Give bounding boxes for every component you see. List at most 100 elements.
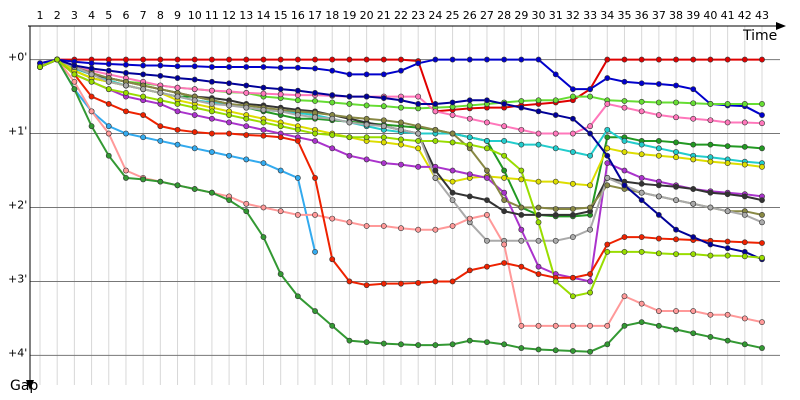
data-point <box>655 182 662 189</box>
data-point <box>552 278 559 285</box>
data-point <box>449 139 456 146</box>
x-tick-label: 3 <box>71 9 78 22</box>
data-point <box>380 117 387 124</box>
data-point <box>655 56 662 63</box>
data-point <box>449 341 456 348</box>
data-point <box>570 348 576 354</box>
data-point <box>638 56 645 63</box>
data-point <box>380 56 387 63</box>
data-point <box>638 175 645 181</box>
data-point <box>690 141 697 148</box>
data-point <box>363 121 370 128</box>
x-tick-label: 19 <box>342 9 356 22</box>
data-point <box>277 108 284 115</box>
data-point <box>655 138 662 144</box>
data-point <box>380 280 387 287</box>
data-point <box>707 141 714 148</box>
x-tick-label: 31 <box>549 9 563 22</box>
data-point <box>191 97 198 104</box>
data-point <box>673 183 679 190</box>
data-point <box>312 65 318 72</box>
data-point <box>552 178 559 185</box>
data-point <box>105 152 112 159</box>
data-point <box>174 101 181 107</box>
x-tick-label: 33 <box>583 9 597 22</box>
data-point <box>707 56 714 63</box>
data-point <box>174 75 181 81</box>
data-point <box>346 219 353 226</box>
x-axis-title: Time <box>742 28 777 44</box>
data-point <box>518 211 525 218</box>
x-tick-label: 12 <box>222 9 236 22</box>
data-point <box>329 322 336 329</box>
data-point <box>638 108 645 115</box>
data-point <box>466 134 473 141</box>
data-point <box>449 130 456 137</box>
data-point <box>673 154 679 161</box>
data-point <box>346 114 353 121</box>
y-axis-title: Gap <box>10 378 38 394</box>
data-point <box>432 138 439 144</box>
data-point <box>140 56 147 63</box>
data-point <box>140 71 147 78</box>
data-point <box>260 234 267 240</box>
data-point <box>552 71 559 78</box>
data-point <box>690 100 697 107</box>
data-point <box>501 56 508 63</box>
data-point <box>260 84 267 91</box>
data-point <box>552 130 559 137</box>
data-point <box>724 337 731 344</box>
data-point <box>105 130 112 137</box>
data-point <box>466 193 473 200</box>
x-tick-label: 36 <box>635 9 649 22</box>
x-tick-label: 39 <box>686 9 700 22</box>
data-point <box>621 138 628 144</box>
x-tick-label: 41 <box>721 9 735 22</box>
data-point <box>209 87 215 94</box>
x-tick-label: 18 <box>325 9 339 22</box>
data-point <box>741 143 748 150</box>
data-point <box>226 197 232 204</box>
data-point <box>484 197 490 204</box>
data-point <box>724 252 731 259</box>
data-point <box>346 119 353 126</box>
data-point <box>638 80 645 87</box>
data-point <box>123 69 129 76</box>
data-point <box>105 61 112 67</box>
data-point <box>174 84 181 91</box>
data-point <box>191 129 198 135</box>
data-point <box>37 64 43 70</box>
data-point <box>759 101 765 107</box>
data-point <box>655 112 662 118</box>
data-point <box>604 75 611 81</box>
data-point <box>707 204 714 211</box>
data-point <box>621 149 628 155</box>
data-point <box>570 86 576 93</box>
x-tick-label: 4 <box>88 9 95 22</box>
data-point <box>277 86 284 93</box>
x-tick-label: 28 <box>497 9 511 22</box>
data-point <box>690 156 697 163</box>
data-point <box>140 93 147 100</box>
data-point <box>724 238 731 245</box>
data-point <box>380 123 387 130</box>
data-point <box>294 56 301 63</box>
data-point <box>449 178 456 185</box>
data-point <box>638 248 645 255</box>
data-point <box>380 134 387 141</box>
x-tick-label: 23 <box>411 9 425 22</box>
data-point <box>398 341 404 348</box>
data-point <box>587 278 593 285</box>
data-point <box>604 241 611 248</box>
data-point <box>501 101 508 107</box>
data-point <box>484 339 490 346</box>
data-point <box>243 104 250 111</box>
data-point <box>655 81 662 87</box>
data-point <box>398 126 404 133</box>
data-point <box>724 101 731 107</box>
data-point <box>673 236 679 243</box>
data-point <box>157 62 164 69</box>
y-tick-label: +0' <box>8 51 27 64</box>
data-point <box>398 161 404 168</box>
